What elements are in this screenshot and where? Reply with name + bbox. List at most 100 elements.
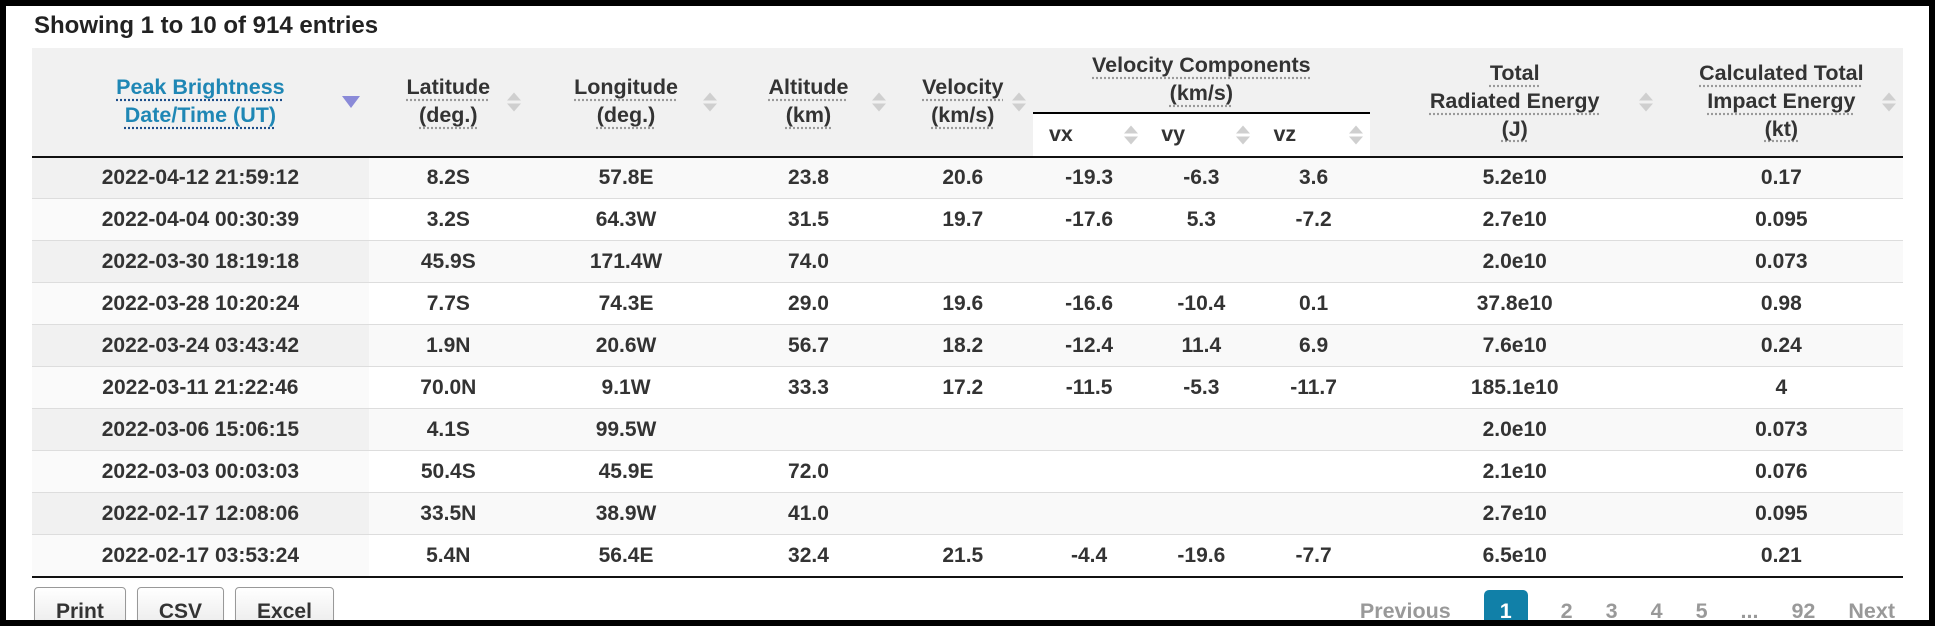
pagination-page-2[interactable]: 2: [1560, 599, 1573, 624]
pagination-page-4[interactable]: 4: [1650, 599, 1663, 624]
cell-vz: [1257, 408, 1370, 451]
cell-altitude: 41.0: [724, 492, 893, 535]
fireball-data-table: Peak Brightness Date/Time (UT) Latitude …: [32, 48, 1903, 578]
cell-impact-energy: 0.24: [1659, 324, 1903, 367]
cell-longitude: 45.9E: [527, 450, 725, 493]
cell-altitude: 33.3: [724, 366, 893, 409]
cell-vx: -12.4: [1032, 324, 1146, 367]
cell-impact-energy: 0.095: [1659, 492, 1903, 535]
cell-latitude: 7.7S: [368, 282, 528, 325]
pagination-page-3[interactable]: 3: [1605, 599, 1618, 624]
cell-date: 2022-03-03 00:03:03: [32, 450, 369, 493]
cell-velocity: [892, 240, 1033, 283]
column-header-vy[interactable]: vy: [1145, 112, 1258, 158]
cell-vz: -11.7: [1257, 366, 1370, 409]
pagination-page-1[interactable]: 1: [1483, 590, 1528, 620]
cell-impact-energy: 0.98: [1659, 282, 1903, 325]
cell-vy: -10.4: [1145, 282, 1258, 325]
pagination-next[interactable]: Next: [1848, 599, 1895, 624]
table-row: 2022-03-24 03:43:42 1.9N 20.6W 56.7 18.2 -12.…: [32, 324, 1903, 367]
cell-longitude: 9.1W: [527, 366, 725, 409]
pagination-page-5[interactable]: 5: [1695, 599, 1708, 624]
sort-both-icon: [506, 92, 521, 112]
column-header-velocity[interactable]: Velocity (km/s): [892, 48, 1033, 158]
cell-date: 2022-03-28 10:20:24: [32, 282, 369, 325]
cell-vx: -16.6: [1032, 282, 1146, 325]
table-row: 2022-03-30 18:19:18 45.9S 171.4W 74.0 2.0e10…: [32, 240, 1903, 283]
cell-date: 2022-03-11 21:22:46: [32, 366, 369, 409]
cell-altitude: 32.4: [724, 534, 893, 577]
pagination-page-92[interactable]: 92: [1791, 599, 1816, 624]
cell-latitude: 8.2S: [426, 166, 470, 190]
sort-both-icon: [1124, 125, 1139, 145]
cell-velocity: [892, 408, 1033, 451]
cell-longitude: 74.3E: [527, 282, 725, 325]
cell-radiated-energy: 185.1e10: [1369, 366, 1660, 409]
cell-impact-energy: 0.17: [1760, 166, 1802, 190]
cell-date: 2022-04-04 00:30:39: [32, 198, 369, 241]
cell-longitude: 64.3W: [527, 198, 725, 241]
cell-vz: 6.9: [1257, 324, 1370, 367]
column-header-vz[interactable]: vz: [1257, 112, 1370, 158]
column-header-latitude[interactable]: Latitude (deg.): [368, 48, 528, 158]
cell-vz: 3.6: [1298, 166, 1329, 190]
cell-altitude: [724, 408, 893, 451]
cell-vx: [1032, 450, 1146, 493]
cell-longitude: 38.9W: [527, 492, 725, 535]
cell-longitude: 57.8E: [598, 166, 654, 190]
cell-latitude: 5.4N: [368, 534, 528, 577]
cell-vx: -17.6: [1032, 198, 1146, 241]
cell-impact-energy: 0.095: [1659, 198, 1903, 241]
cell-vy: [1145, 492, 1258, 535]
column-header-date[interactable]: Peak Brightness Date/Time (UT): [32, 48, 369, 158]
cell-vz: 0.1: [1257, 282, 1370, 325]
table-footer: Print CSV Excel Previous 1 2 3 4 5... 92 Next: [32, 586, 1903, 624]
sort-both-icon: [1638, 92, 1653, 112]
cell-vz: [1257, 450, 1370, 493]
column-header-vx[interactable]: vx: [1032, 112, 1146, 158]
cell-impact-energy: 0.073: [1659, 240, 1903, 283]
table-row: 2022-03-28 10:20:24 7.7S 74.3E 29.0 19.6 -16.…: [32, 282, 1903, 325]
sort-both-icon: [1011, 92, 1026, 112]
export-buttons: Print CSV Excel: [34, 586, 334, 620]
cell-vy: 5.3: [1145, 198, 1258, 241]
cell-radiated-energy: 2.1e10: [1369, 450, 1660, 493]
sort-both-icon: [871, 92, 886, 112]
cell-date: 2022-03-24 03:43:42: [32, 324, 369, 367]
cell-velocity: [892, 492, 1033, 535]
cell-longitude: 56.4E: [527, 534, 725, 577]
cell-altitude: 74.0: [724, 240, 893, 283]
cell-velocity: 18.2: [892, 324, 1033, 367]
cell-date: 2022-02-17 12:08:06: [32, 492, 369, 535]
column-header-longitude[interactable]: Longitude (deg.): [527, 48, 725, 158]
column-header-altitude[interactable]: Altitude (km): [724, 48, 893, 158]
cell-velocity: 17.2: [892, 366, 1033, 409]
print-button[interactable]: Print: [34, 586, 126, 620]
cell-latitude: 50.4S: [368, 450, 528, 493]
table-header: Peak Brightness Date/Time (UT) Latitude …: [32, 48, 1903, 158]
sort-both-icon: [1348, 125, 1363, 145]
cell-vy: [1145, 450, 1258, 493]
cell-latitude: 1.9N: [368, 324, 528, 367]
cell-vx: -4.4: [1032, 534, 1146, 577]
date-sort-link[interactable]: Peak Brightness Date/Time (UT): [116, 75, 285, 127]
cell-date: 2022-04-12 21:59:12: [32, 156, 369, 199]
cell-impact-energy: 0.073: [1659, 408, 1903, 451]
table-row: 2022-04-04 00:30:39 3.2S 64.3W 31.5 19.7 -17.…: [32, 198, 1903, 241]
cell-velocity: 19.7: [892, 198, 1033, 241]
column-header-radiated-energy[interactable]: Total Radiated Energy (J): [1369, 48, 1660, 158]
sort-both-icon: [703, 92, 718, 112]
cell-radiated-energy: 6.5e10: [1369, 534, 1660, 577]
cell-vx: [1032, 492, 1146, 535]
pagination-ellipsis: ...: [1740, 599, 1759, 624]
pagination-prev[interactable]: Previous: [1359, 599, 1451, 624]
cell-longitude: 20.6W: [527, 324, 725, 367]
cell-radiated-energy: 2.0e10: [1369, 240, 1660, 283]
column-header-impact-energy[interactable]: Calculated Total Impact Energy (kt): [1659, 48, 1903, 158]
cell-vx: [1032, 408, 1146, 451]
csv-button[interactable]: CSV: [136, 586, 225, 620]
excel-button[interactable]: Excel: [235, 586, 334, 620]
cell-radiated-energy: 2.7e10: [1369, 492, 1660, 535]
cell-latitude: 4.1S: [368, 408, 528, 451]
cell-vy: [1145, 240, 1258, 283]
